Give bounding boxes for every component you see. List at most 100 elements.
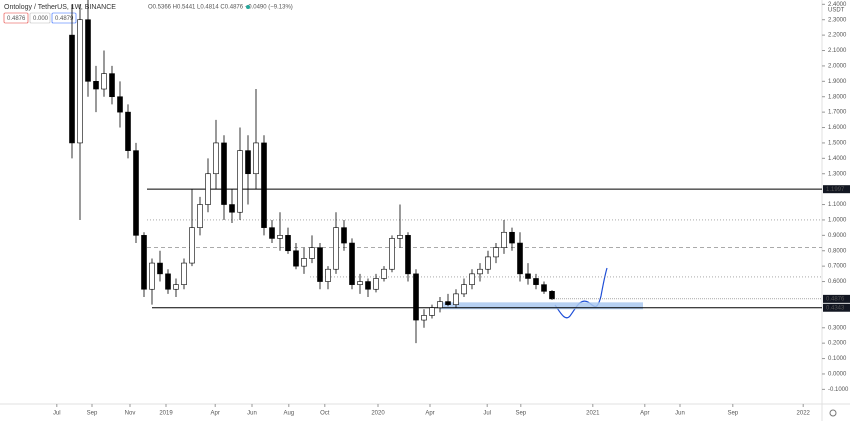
- candle-body: [429, 307, 435, 316]
- value-button[interactable]: [51, 12, 77, 24]
- candle-body: [413, 273, 419, 321]
- candle-body: [501, 231, 507, 248]
- x-tick-label: 2022: [797, 411, 811, 417]
- y-tick-label: 0.1000: [828, 356, 847, 362]
- x-tick-label: Apr: [425, 411, 434, 417]
- candle-body: [245, 150, 251, 175]
- candle-body: [101, 73, 107, 90]
- candle-body: [381, 268, 387, 279]
- candle-body: [485, 256, 491, 270]
- y-tick-label: 1.3000: [828, 171, 847, 177]
- candle-body: [437, 301, 443, 309]
- y-tick-label: 0.3000: [828, 325, 847, 331]
- candle-body: [149, 262, 155, 290]
- y-tick-label: 2.2000: [828, 33, 847, 39]
- x-tick-label: Jun: [675, 411, 685, 417]
- y-tick-label: 2.3000: [828, 17, 847, 23]
- candle-body: [549, 291, 555, 300]
- x-tick-label: Sep: [727, 411, 738, 417]
- y-tick-label: 1.6000: [828, 125, 847, 131]
- value-button[interactable]: [3, 12, 29, 24]
- value-button[interactable]: [29, 12, 51, 24]
- candle-body: [77, 19, 83, 144]
- candle-body: [157, 262, 163, 275]
- candle-body: [69, 34, 75, 144]
- candle-body: [445, 301, 451, 305]
- level-price-box: [823, 185, 850, 194]
- y-tick-label: 1.0000: [828, 218, 847, 224]
- y-tick-label: 1.5000: [828, 141, 847, 147]
- level-price-label: 0.4343: [826, 305, 845, 311]
- candle-body: [117, 96, 123, 113]
- candle-body: [325, 268, 331, 282]
- candle-body: [277, 235, 283, 239]
- candle-body: [213, 142, 219, 175]
- y-tick-label: 1.4000: [828, 156, 847, 162]
- x-tick-label: Sep: [515, 411, 526, 417]
- candle-body: [285, 235, 291, 252]
- y-tick-label: 2.1000: [828, 48, 847, 54]
- x-tick-label: Oct: [320, 411, 330, 417]
- candle-body: [93, 81, 99, 90]
- candle-body: [493, 247, 499, 258]
- candle-body: [261, 142, 267, 228]
- y-tick-label: 0.9000: [828, 233, 847, 239]
- candle-body: [477, 268, 483, 275]
- x-tick-label: Jul: [483, 411, 491, 417]
- value-button-label[interactable]: 0.4876: [7, 16, 26, 22]
- x-tick-label: 2019: [159, 411, 173, 417]
- candle-body: [269, 227, 275, 239]
- y-tick-label: 1.1000: [828, 202, 847, 208]
- candle-body: [509, 231, 515, 244]
- x-tick-label: Jul: [53, 411, 61, 417]
- level-price-box: [823, 303, 850, 312]
- candle-body: [533, 278, 539, 285]
- candle-body: [389, 238, 395, 270]
- y-tick-label: 0.6000: [828, 279, 847, 285]
- candle-body: [221, 142, 227, 205]
- candle-body: [525, 273, 531, 279]
- y-tick-label: 0.8000: [828, 248, 847, 254]
- y-tick-label: 1.7000: [828, 110, 847, 116]
- x-tick-label: 2021: [586, 411, 600, 417]
- candle-body: [253, 142, 259, 175]
- value-button-label[interactable]: 0.000: [33, 16, 49, 22]
- candle-body: [461, 284, 467, 295]
- candle-body: [301, 258, 307, 267]
- currency-label: USDT: [828, 8, 845, 14]
- y-tick-label: 2.4000: [828, 2, 847, 8]
- value-button-label[interactable]: 0.4879: [55, 16, 74, 22]
- candle-body: [333, 227, 339, 270]
- settings-icon[interactable]: [829, 409, 837, 417]
- y-tick-label: 0.2000: [828, 341, 847, 347]
- candle-body: [365, 281, 371, 290]
- candle-body: [341, 227, 347, 244]
- candle-body: [405, 235, 411, 275]
- candle-body: [125, 111, 131, 151]
- support-zone: [440, 302, 643, 310]
- y-tick-label: 0.0000: [828, 372, 847, 378]
- last-price-label: 0.4876: [826, 296, 845, 302]
- ohlc-legend: O0.5366 H0.5441 L0.4814 C0.4876 −0.0490 …: [148, 5, 293, 11]
- candle-body: [349, 242, 355, 285]
- status-dot: [246, 5, 250, 9]
- x-tick-label: Nov: [125, 411, 136, 417]
- candle-body: [317, 247, 323, 282]
- y-tick-label: 0.7000: [828, 264, 847, 270]
- candle-body: [181, 262, 187, 285]
- candle-body: [141, 235, 147, 290]
- x-tick-label: Apr: [640, 411, 649, 417]
- last-price-box: [823, 294, 850, 303]
- candle-body: [309, 247, 315, 259]
- candle-body: [165, 273, 171, 290]
- y-tick-label: 1.8000: [828, 94, 847, 100]
- y-tick-label: 2.0000: [828, 63, 847, 69]
- candle-body: [237, 150, 243, 213]
- candle-body: [453, 293, 459, 305]
- candle-body: [397, 235, 403, 239]
- candle-body: [173, 284, 179, 290]
- candle-body: [197, 204, 203, 228]
